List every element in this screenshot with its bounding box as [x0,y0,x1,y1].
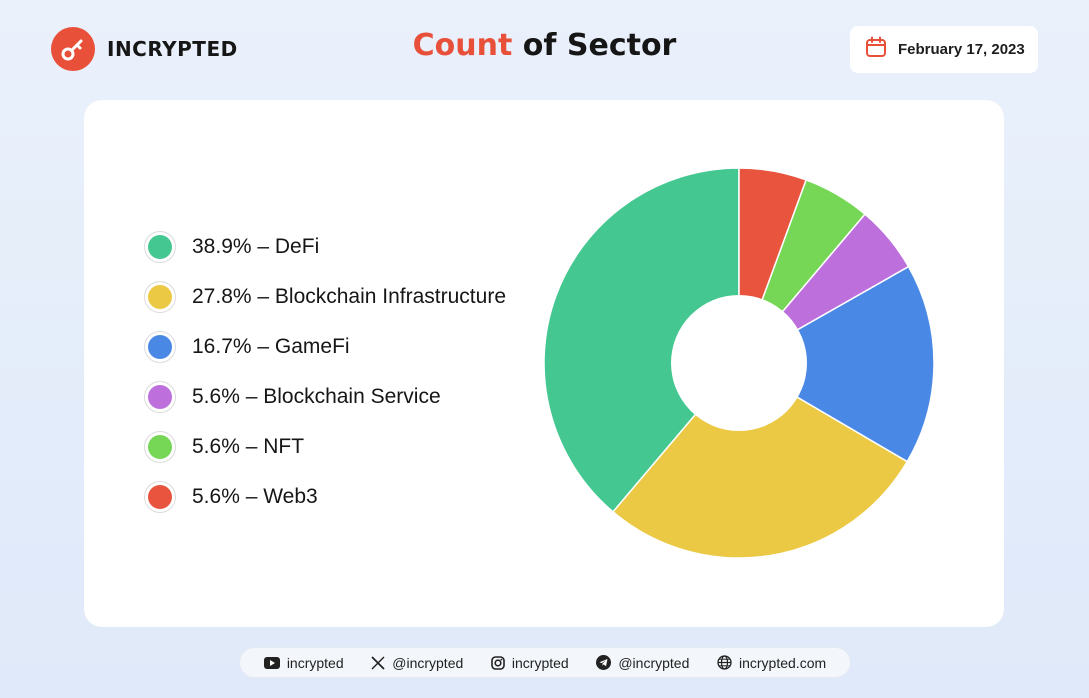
legend-color [148,235,172,259]
social-label: incrypted.com [739,654,827,671]
brand-name: INCRYPTED [107,37,238,61]
legend-item: 5.6% – NFT [144,422,506,472]
chart-card: 38.9% – DeFi 27.8% – Blockchain Infrastr… [84,100,1004,627]
legend-item: 5.6% – Web3 [144,472,506,522]
instagram-icon [491,655,505,670]
legend-item: 27.8% – Blockchain Infrastructure [144,272,506,322]
donut-chart [543,167,935,559]
title-accent: Count [412,28,513,63]
social-label: incrypted [511,654,569,671]
youtube-icon [263,656,280,669]
chart-legend: 38.9% – DeFi 27.8% – Blockchain Infrastr… [144,222,506,522]
social-website[interactable]: incrypted.com [717,655,826,671]
telegram-icon [596,655,612,670]
legend-label: 27.8% – Blockchain Infrastructure [192,285,506,308]
legend-color [148,285,172,309]
title-rest: of Sector [512,28,677,63]
legend-label: 16.7% – GameFi [192,335,350,358]
social-x[interactable]: @incrypted [371,655,463,671]
social-label: incrypted [286,654,344,671]
legend-color [148,435,172,459]
x-icon [371,655,385,670]
donut-hole [671,295,807,431]
social-telegram[interactable]: @incrypted [596,655,689,671]
legend-swatch [144,231,176,263]
brand-logo: INCRYPTED [51,27,238,71]
globe-icon [717,655,732,670]
legend-swatch [144,281,176,313]
page-title: Count of Sector [0,28,1089,63]
social-label: @incrypted [618,654,690,671]
legend-swatch [144,331,176,363]
legend-label: 5.6% – Blockchain Service [192,385,441,408]
legend-item: 38.9% – DeFi [144,222,506,272]
social-youtube[interactable]: incrypted [263,654,344,671]
legend-label: 38.9% – DeFi [192,235,320,258]
legend-swatch [144,431,176,463]
social-instagram[interactable]: incrypted [491,655,569,671]
key-icon [51,27,95,71]
legend-label: 5.6% – NFT [192,435,305,458]
legend-item: 5.6% – Blockchain Service [144,372,506,422]
legend-swatch [144,481,176,513]
legend-color [148,485,172,509]
date-badge: February 17, 2023 [850,26,1038,73]
legend-color [148,335,172,359]
social-footer: incrypted @incrypted incrypted @incrypte… [239,647,851,678]
calendar-icon [865,36,887,63]
social-label: @incrypted [392,654,464,671]
legend-item: 16.7% – GameFi [144,322,506,372]
legend-label: 5.6% – Web3 [192,485,318,508]
pie-slice-gamefi [737,265,935,463]
pie-slice-defi [543,167,740,513]
date-text: February 17, 2023 [898,41,1025,58]
legend-swatch [144,381,176,413]
pie-slice-blockchain-infrastructure [611,362,909,559]
legend-color [148,385,172,409]
